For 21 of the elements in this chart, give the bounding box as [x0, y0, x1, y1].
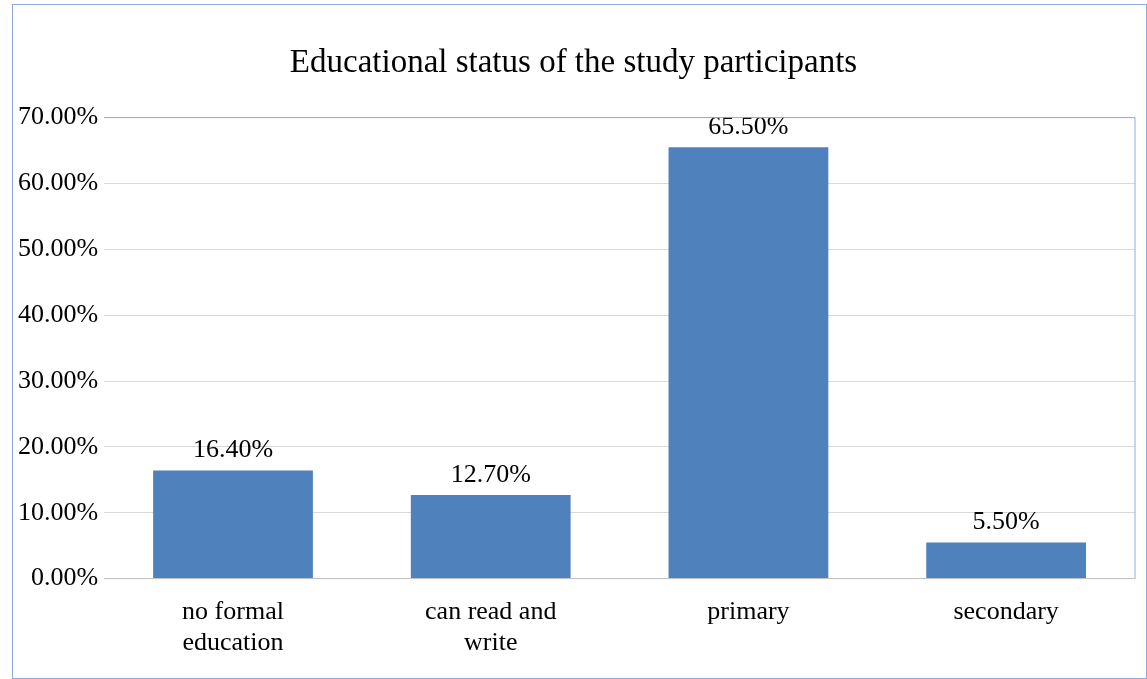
data-label: 5.50% — [972, 506, 1040, 536]
x-tick-label: no formal education — [182, 596, 284, 657]
x-tick-label: can read and write — [425, 596, 557, 657]
y-tick-label: 30.00% — [17, 364, 99, 394]
y-tick-label: 70.00% — [17, 101, 99, 131]
data-label: 16.40% — [192, 434, 274, 464]
y-tick-label: 50.00% — [17, 233, 99, 263]
bar — [410, 494, 571, 579]
data-label: 12.70% — [450, 458, 531, 488]
chart-title: Educational status of the study participants — [289, 43, 858, 80]
bar — [926, 542, 1087, 579]
data-label: 65.50% — [708, 111, 789, 141]
y-tick-label: 60.00% — [17, 167, 99, 197]
y-tick-label: 40.00% — [17, 299, 99, 328]
y-tick-label: 20.00% — [17, 430, 99, 460]
bar — [668, 147, 829, 579]
y-tick-label: 0.00% — [30, 562, 99, 592]
x-tick-label: secondary — [953, 596, 1059, 626]
x-tick-label: primary — [707, 596, 790, 626]
bar — [153, 470, 313, 579]
y-tick-label: 10.00% — [17, 496, 99, 526]
